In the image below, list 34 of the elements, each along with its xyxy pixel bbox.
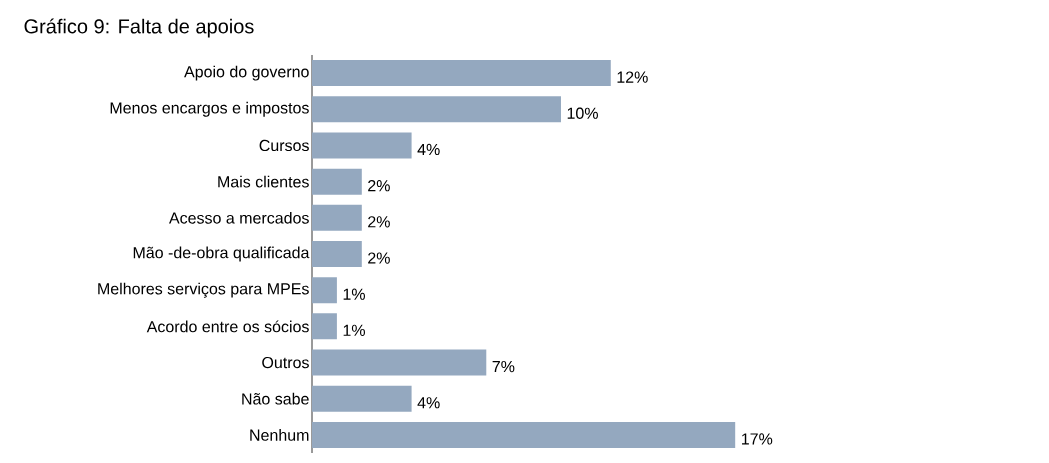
data-label: 1% xyxy=(343,324,365,336)
bar xyxy=(312,313,337,340)
y-tick-label: Apoio do governo xyxy=(184,65,309,81)
bar xyxy=(312,132,412,159)
bar xyxy=(312,385,412,412)
text: Gráfico 9: Falta de apoios xyxy=(24,18,254,38)
data-label: 10% xyxy=(567,107,598,119)
bar xyxy=(312,241,362,267)
data-label: 4% xyxy=(417,143,440,156)
y-tick-label: Outros xyxy=(262,356,309,369)
bar xyxy=(312,60,611,87)
bar xyxy=(312,349,487,376)
data-label: 2% xyxy=(368,180,390,192)
data-label: 2% xyxy=(368,252,390,264)
y-tick-label: Cursos xyxy=(259,139,309,152)
y-tick-label: Acordo entre os sócios xyxy=(146,320,309,333)
data-label: 17% xyxy=(742,433,773,445)
y-tick-label: Menos encargos e impostos xyxy=(110,101,309,117)
y-tick-label: Mão -de-obra qualificada xyxy=(133,246,310,262)
y-tick-label: Nenhum xyxy=(250,429,309,441)
data-label: 7% xyxy=(492,360,515,373)
y-tick-label: Não sabe xyxy=(242,392,309,405)
bar xyxy=(312,168,362,195)
data-label: 4% xyxy=(417,397,440,409)
bar xyxy=(312,96,561,123)
y-tick-label: Acesso a mercados xyxy=(168,211,309,224)
bar xyxy=(312,277,337,304)
data-label: 2% xyxy=(368,216,390,228)
bar xyxy=(312,204,362,231)
data-label: 12% xyxy=(617,71,648,83)
y-tick-label: Mais clientes xyxy=(218,175,309,188)
data-label: 1% xyxy=(343,288,365,300)
bar xyxy=(312,421,736,448)
y-tick-label: Melhores serviços para MPEs xyxy=(98,282,309,298)
